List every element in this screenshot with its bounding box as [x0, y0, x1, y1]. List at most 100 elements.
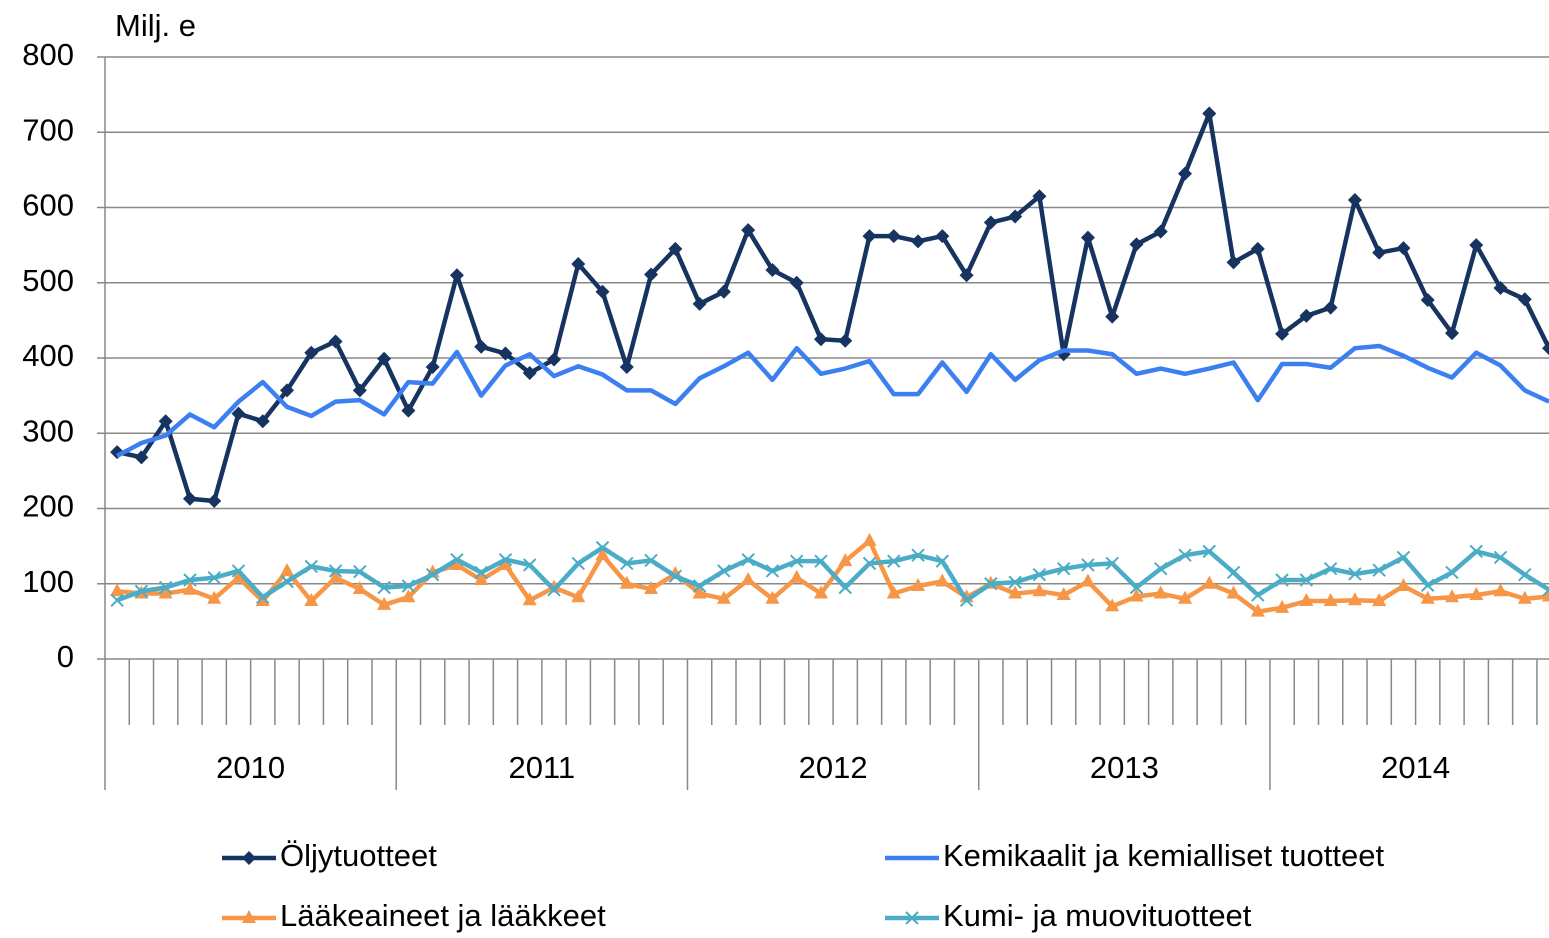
point-marker — [1153, 585, 1168, 599]
point-marker — [1178, 166, 1193, 181]
y-axis-label: Milj. e — [115, 8, 196, 43]
point-marker — [158, 580, 173, 595]
point-marker — [450, 552, 464, 567]
point-marker — [207, 571, 221, 585]
legend-label: Kumi- ja muovituotteet — [943, 898, 1252, 933]
point-marker — [789, 275, 804, 290]
y-tick-label: 400 — [22, 338, 74, 373]
point-marker — [887, 554, 901, 568]
point-marker — [280, 383, 295, 398]
point-marker — [1008, 585, 1023, 599]
point-marker — [498, 552, 513, 567]
point-marker — [474, 571, 489, 585]
point-marker — [1444, 589, 1459, 603]
point-marker — [717, 564, 731, 578]
point-marker — [716, 590, 731, 604]
point-marker — [1032, 189, 1047, 204]
point-marker — [1129, 588, 1144, 602]
point-marker — [1323, 593, 1338, 607]
point-marker — [1469, 238, 1484, 253]
point-marker — [813, 585, 828, 599]
point-marker — [183, 573, 197, 587]
point-marker — [134, 584, 149, 598]
point-marker — [789, 569, 804, 583]
x-group-label: 2014 — [1381, 750, 1450, 785]
point-marker — [1008, 209, 1023, 224]
point-marker — [935, 573, 950, 587]
point-marker — [911, 578, 926, 592]
point-marker — [886, 229, 901, 244]
point-marker — [1056, 587, 1071, 601]
point-marker — [1178, 548, 1192, 562]
point-marker — [765, 564, 780, 578]
point-marker — [668, 569, 683, 583]
point-marker — [789, 554, 804, 568]
point-marker — [862, 532, 877, 546]
point-marker — [1420, 590, 1435, 604]
point-marker — [571, 256, 586, 271]
legend-marker — [242, 851, 256, 865]
point-marker — [1178, 590, 1193, 604]
point-marker — [619, 360, 634, 375]
point-marker — [158, 585, 173, 599]
point-marker — [862, 556, 877, 571]
point-marker — [1299, 593, 1314, 607]
point-marker — [255, 414, 270, 429]
point-marker — [741, 223, 756, 238]
y-tick-label: 0 — [57, 639, 74, 674]
point-marker — [1517, 590, 1532, 604]
point-marker — [1372, 593, 1387, 607]
point-marker — [401, 579, 416, 593]
point-marker — [207, 493, 222, 508]
point-marker — [1275, 573, 1289, 587]
point-marker — [1396, 550, 1411, 565]
legend-marker — [905, 911, 919, 925]
point-marker — [959, 593, 974, 608]
point-marker — [1275, 599, 1290, 613]
point-marker — [523, 558, 537, 572]
point-marker — [1032, 568, 1047, 582]
point-marker — [814, 554, 828, 568]
point-marker — [838, 333, 853, 348]
point-marker — [1445, 565, 1459, 580]
point-marker — [1372, 245, 1387, 260]
point-marker — [1008, 575, 1022, 589]
point-marker — [207, 590, 222, 604]
point-marker — [1153, 224, 1168, 239]
point-marker — [1032, 583, 1047, 597]
y-tick-label: 300 — [22, 413, 74, 448]
point-marker — [1348, 567, 1362, 581]
point-marker — [1493, 583, 1508, 597]
point-marker — [231, 564, 246, 578]
point-marker — [1105, 598, 1120, 612]
point-marker — [1226, 255, 1241, 270]
point-marker — [547, 583, 561, 597]
point-marker — [983, 215, 998, 230]
point-marker — [741, 552, 755, 567]
point-marker — [1250, 603, 1265, 617]
point-marker — [935, 229, 950, 244]
y-tick-label: 800 — [22, 37, 74, 72]
x-group-label: 2011 — [509, 750, 576, 785]
point-marker — [352, 383, 367, 398]
point-marker — [668, 241, 683, 256]
legend-marker — [242, 910, 256, 923]
point-marker — [328, 569, 343, 583]
point-marker — [644, 553, 658, 568]
point-marker — [1275, 326, 1290, 341]
point-marker — [425, 568, 440, 582]
point-marker — [765, 590, 780, 604]
point-marker — [595, 547, 610, 561]
point-marker — [110, 583, 125, 597]
series-line — [116, 343, 1549, 458]
point-marker — [401, 589, 416, 603]
point-marker — [1202, 544, 1216, 559]
point-marker — [838, 580, 852, 595]
point-marker — [1517, 292, 1532, 307]
point-marker — [692, 585, 707, 599]
point-marker — [1105, 309, 1120, 324]
point-marker — [1493, 550, 1508, 565]
point-marker — [1542, 588, 1549, 602]
point-marker — [765, 262, 780, 277]
point-marker — [1542, 341, 1549, 356]
